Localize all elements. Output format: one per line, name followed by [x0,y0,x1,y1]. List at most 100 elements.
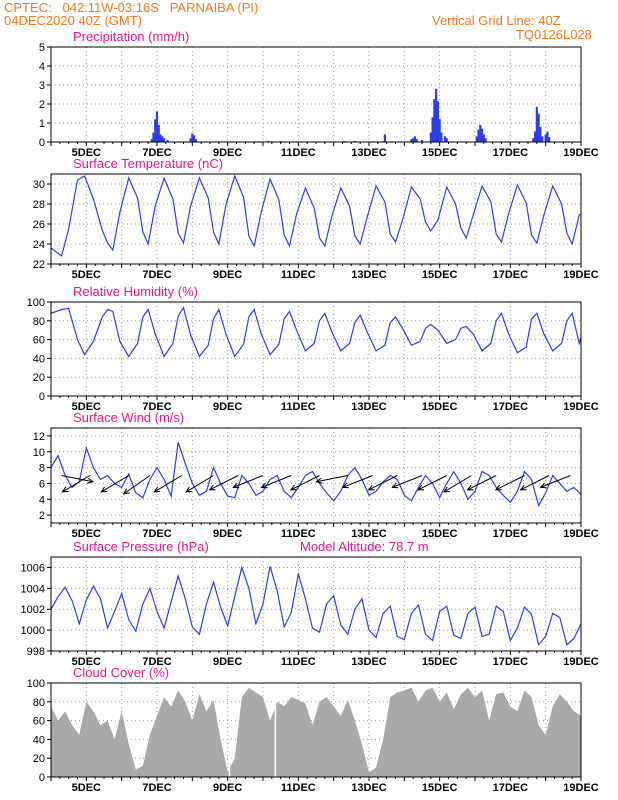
y-tick-label: 4 [39,61,45,73]
panel-frame [50,427,582,524]
x-tick-label: 13DEC [351,656,387,668]
precip-bar [420,140,424,142]
series-line [50,565,582,647]
y-tick-label: 100 [27,678,45,690]
wind-arrow-head [443,486,451,493]
x-tick-label: 17DEC [493,656,529,668]
y-tick-label: 40 [33,734,45,746]
precip-bar [475,136,478,142]
y-tick-label: 30 [33,179,45,191]
wind-arrow-head [494,484,502,491]
wind-arrow [209,475,239,491]
y-tick-label: 80 [33,316,45,328]
precip-bar [157,124,160,142]
wind-arrow [261,475,292,488]
precip-bar [193,135,196,142]
panel-title: Relative Humidity (%) [73,284,198,299]
y-tick-label: 60 [33,335,45,347]
x-tick-label: 5DEC [72,782,101,794]
x-tick-label: 17DEC [493,401,529,413]
panel-title: Surface Pressure (hPa) [73,539,209,554]
panel-title: Surface Temperature (nC) [73,156,223,171]
precip-bar [413,136,417,142]
y-tick-label: 40 [33,353,45,365]
precip-bar [433,99,436,142]
x-tick-label: 13DEC [351,147,387,159]
y-tick-label: 1 [39,118,45,130]
precip-bar [544,134,547,142]
y-tick-label: 2 [39,99,45,111]
x-tick-label: 11DEC [281,656,316,668]
panel-2: Surface Temperature (nC) 22 24 26 28 30 5DEC 7D… [33,156,599,281]
x-tick-label: 7DEC [142,401,171,413]
series-line [50,306,582,358]
x-tick-label: 13DEC [351,528,387,540]
y-tick-label: 2 [39,510,45,522]
x-tick-label: 5DEC [72,401,101,413]
y-tick-label: 6 [39,478,45,490]
y-tick-label: 26 [33,219,45,231]
precip-bar [383,134,386,142]
x-tick-label: 15DEC [422,147,458,159]
x-tick-label: 9DEC [213,401,242,413]
x-tick-label: 19DEC [563,528,599,540]
y-tick-label: 12 [33,431,45,443]
panel-annotation: Model Altitude: 78.7 m [300,539,429,554]
precip-bar [477,129,480,142]
panel-title: Surface Wind (m/s) [73,410,184,425]
precip-bar [166,140,169,142]
series-line [50,174,582,258]
x-tick-label: 19DEC [563,401,599,413]
x-tick-label: 17DEC [493,528,529,540]
x-tick-label: 15DEC [422,782,458,794]
precip-bar [484,138,487,142]
panel-5: Surface Pressure (hPa) Model Altitude: 78… [21,539,599,668]
wind-arrow [61,475,94,483]
wind-arrow [123,475,151,495]
precip-bar [440,132,443,142]
wind-arrow-head [153,486,161,493]
x-tick-label: 11DEC [281,269,316,281]
precip-bar [189,138,192,142]
wind-arrow [540,475,571,488]
x-tick-label: 9DEC [213,528,242,540]
y-tick-label: 22 [33,259,45,271]
header-grid-line: Vertical Grid Line: 40Z [432,13,561,28]
y-tick-label: 3 [39,80,45,92]
panel-title: Cloud Cover (%) [73,665,169,680]
wind-arrow-head [100,486,108,493]
x-tick-label: 17DEC [493,147,529,159]
wind-arrow [316,475,348,483]
precip-bar [535,106,538,142]
wind-arrow [417,475,447,491]
x-tick-label: 9DEC [213,656,242,668]
x-tick-label: 5DEC [72,269,101,281]
wind-arrow-head [185,486,193,493]
wind-arrow [62,475,91,493]
wind-arrow-head [122,488,130,495]
precip-bar [546,131,549,142]
wind-arrow [290,475,320,491]
x-tick-label: 17DEC [493,269,529,281]
cloud-cover-area [51,687,581,777]
wind-arrow-head [61,486,69,493]
y-tick-label: 1006 [21,562,45,574]
header-station: CPTEC: 042:11W-03:16S PARNAIBA (PI) [4,0,259,15]
wind-arrow-head [466,484,474,491]
panel-6: Cloud Cover (%) 0 20 40 60 80 100 5DEC 7DEC 9DEC 1… [27,665,599,794]
precip-bar [480,128,484,142]
precip-bar [194,139,197,142]
precip-bar [161,136,164,142]
x-tick-label: 13DEC [351,401,387,413]
x-tick-label: 11DEC [281,782,316,794]
y-tick-label: 0 [39,772,45,784]
precip-bar [438,119,441,142]
precip-bar [154,119,157,142]
precip-bar [431,117,434,142]
header-model-code: TQ0126L028 [516,27,592,42]
x-tick-label: 11DEC [281,528,316,540]
wind-arrow [467,475,497,491]
precip-bar [436,101,439,142]
precip-bar [162,138,166,142]
